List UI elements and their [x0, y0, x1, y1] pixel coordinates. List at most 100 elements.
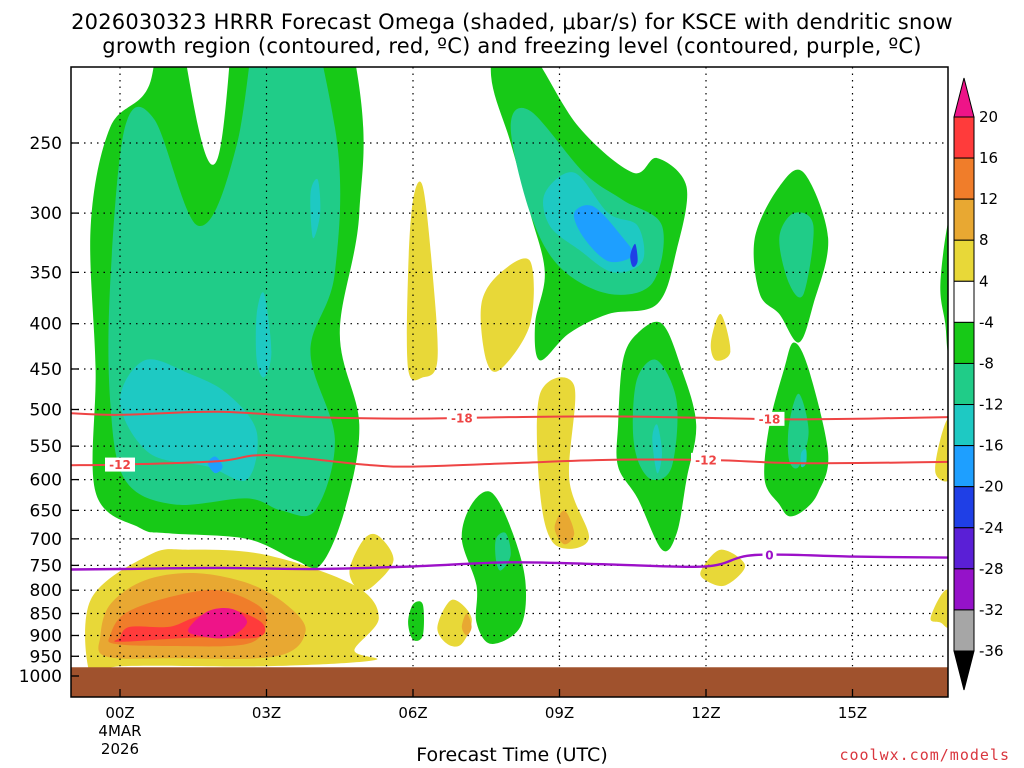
grid-layer — [71, 67, 948, 667]
contour-label-1-1: -12 — [695, 453, 717, 467]
contour-label-bg-0-0 — [446, 410, 477, 425]
colorbar-label-10: -24 — [979, 519, 1004, 537]
omega-shading-layer — [85, 67, 948, 680]
contour-layer: -18 -18 -12 -12 0 — [71, 410, 948, 571]
y-tick-label-550: 550 — [30, 437, 62, 457]
colorbar-band-11 — [953, 568, 975, 611]
colorbar-bottom-arrow — [953, 650, 975, 691]
y-tick-label-450: 450 — [30, 360, 62, 380]
omega-region-16 — [710, 313, 731, 361]
ground-layer — [71, 667, 948, 697]
colorbar-label-13: -36 — [979, 642, 1004, 660]
contour-line-2 — [71, 553, 948, 571]
y-tick-label-850: 850 — [30, 605, 62, 625]
y-tick-label-800: 800 — [30, 581, 62, 601]
omega-region-12 — [480, 258, 534, 372]
colorbar-label-5: -4 — [979, 313, 994, 331]
y-tick-label-650: 650 — [30, 501, 62, 521]
y-tick-label-250: 250 — [30, 134, 62, 154]
plot-frame — [70, 66, 949, 698]
x-tick-label-03Z: 03Z — [252, 704, 281, 722]
x-tick-label-06Z: 06Z — [398, 704, 427, 722]
contour-label-0-1: -18 — [759, 412, 781, 426]
colorbar-band-7 — [953, 404, 975, 447]
omega-region-13 — [349, 533, 394, 592]
y-tick-label-500: 500 — [30, 401, 62, 421]
colorbar-label-2: 12 — [979, 190, 998, 208]
contour-label-bg-1-0 — [105, 457, 135, 472]
omega-region-14 — [437, 599, 472, 647]
colorbar-band-6 — [953, 362, 975, 406]
colorbar-label-1: 16 — [979, 149, 998, 167]
colorbar-band-2 — [953, 198, 975, 241]
y-tick-label-350: 350 — [30, 263, 62, 283]
y-tick-label-400: 400 — [30, 315, 62, 335]
contour-label-1-0: -12 — [109, 458, 131, 472]
omega-region-26 — [630, 243, 638, 268]
x-tick-label-15Z: 15Z — [838, 704, 867, 722]
watermark-text: coolwx.com/models — [839, 746, 1010, 764]
omega-region-28 — [632, 359, 678, 480]
omega-region-11 — [406, 181, 438, 381]
colorbar-label-6: -8 — [979, 354, 994, 372]
colorbar-label-9: -20 — [979, 478, 1004, 496]
colorbar-band-1 — [953, 157, 975, 200]
omega-region-10 — [188, 607, 248, 639]
contour-label-2-0: 0 — [765, 549, 773, 563]
y-tick-label-900: 900 — [30, 626, 62, 646]
y-tick-label-300: 300 — [30, 204, 62, 224]
x-tick-label-00Z: 00Z — [105, 704, 134, 722]
colorbar-band-3 — [953, 239, 975, 282]
colorbar-label-12: -32 — [979, 601, 1004, 619]
colorbar: 20 16 12 8 4 -4 -8 -12 -16 -20 -24 -28 -32 -36 — [953, 77, 1004, 691]
colorbar-band-0 — [953, 116, 975, 159]
omega-region-38 — [461, 491, 527, 644]
colorbar-top-arrow — [953, 77, 975, 118]
omega-region-25 — [573, 205, 634, 263]
omega-region-17 — [700, 549, 746, 587]
omega-region-3 — [255, 292, 272, 378]
contour-label-bg-0-1 — [754, 411, 785, 426]
y-tick-labels: 2503003504004505005506006507007508008509… — [19, 134, 62, 687]
chart-title-line-2: growth region (contoured, red, ºC) and f… — [102, 34, 922, 58]
chart-title-line-1: 2026030323 HRRR Forecast Omega (shaded, … — [71, 10, 953, 34]
x-tick-label-09Z: 09Z — [545, 704, 574, 722]
y-tick-label-600: 600 — [30, 471, 62, 491]
contour-label-bg-2-0 — [762, 548, 777, 563]
colorbar-band-5 — [953, 321, 975, 364]
contour-line-1 — [71, 454, 948, 468]
colorbar-band-4 — [953, 280, 975, 323]
colorbar-label-11: -28 — [979, 560, 1004, 578]
colorbar-band-9 — [953, 486, 975, 529]
y-tick-label-750: 750 — [30, 556, 62, 576]
omega-region-19 — [935, 418, 948, 482]
colorbar-band-10 — [953, 527, 975, 570]
omega-region-21 — [461, 613, 472, 636]
colorbar-label-4: 4 — [979, 272, 989, 290]
x-axis-label: Forecast Time (UTC) — [416, 744, 608, 766]
omega-region-35 — [940, 222, 948, 354]
colorbar-band-8 — [953, 445, 975, 488]
contour-label-0-0: -18 — [451, 411, 473, 425]
omega-region-15 — [536, 377, 590, 549]
omega-region-39 — [495, 532, 511, 571]
omega-region-18 — [930, 589, 948, 628]
omega-region-29 — [652, 424, 662, 474]
colorbar-label-7: -12 — [979, 396, 1004, 414]
omega-region-37 — [408, 601, 424, 641]
y-tick-label-1000: 1000 — [19, 667, 62, 687]
axes-layer — [70, 66, 949, 698]
x-tick-label-12Z: 12Z — [691, 704, 720, 722]
y-tick-label-700: 700 — [30, 530, 62, 550]
colorbar-label-0: 20 — [979, 108, 998, 126]
omega-region-4 — [310, 178, 321, 239]
omega-region-34 — [779, 212, 814, 298]
colorbar-band-12 — [953, 609, 975, 652]
y-tick-label-950: 950 — [30, 647, 62, 667]
colorbar-label-8: -16 — [979, 437, 1004, 455]
omega-region-2 — [119, 359, 258, 481]
x-tick-sublabel-date: 4MAR — [98, 722, 141, 740]
